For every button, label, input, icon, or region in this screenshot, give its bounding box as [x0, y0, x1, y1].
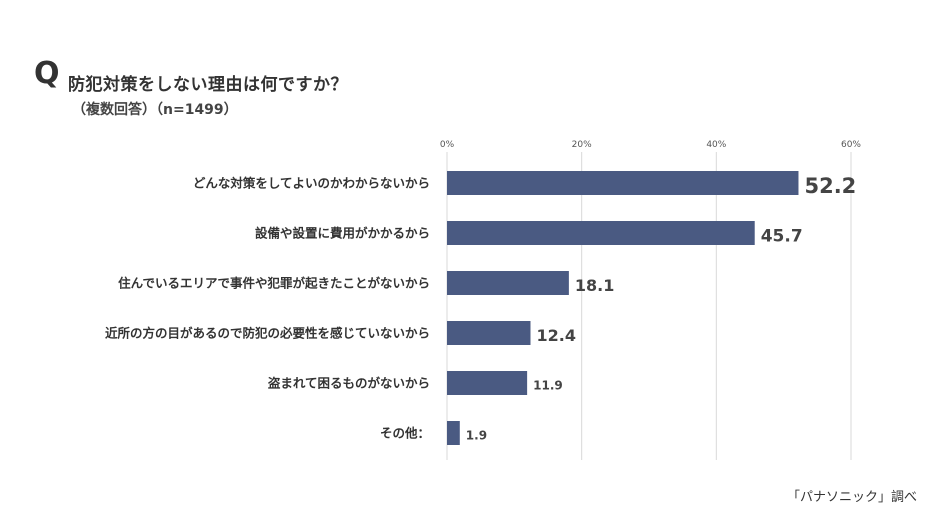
chart-title: 防犯対策をしない理由は何ですか？: [68, 75, 348, 95]
source-note: 「パナソニック」調べ: [786, 490, 917, 505]
x-tick-label: 40%: [706, 140, 726, 150]
chart-subtitle: （複数回答）（n=1499）: [72, 102, 238, 118]
bar: [447, 421, 460, 445]
bar: [447, 171, 799, 195]
value-label: 18.1: [575, 276, 614, 295]
category-label: 近所の方の目があるので防犯の必要性を感じていないから: [105, 326, 430, 341]
category-label: その他：: [380, 426, 430, 441]
grid-layer: [446, 152, 852, 460]
label-layer: どんな対策をしてよいのかわからないから 52.2 設備や設置に費用がかかるから 45.…: [105, 174, 856, 443]
category-label: 設備や設置に費用がかかるから: [255, 226, 430, 241]
value-label: 12.4: [536, 326, 575, 345]
category-label: 盗まれて困るものがないから: [268, 376, 430, 391]
bar: [447, 221, 755, 245]
bar: [447, 371, 528, 395]
category-label: 住んでいるエリアで事件や犯罪が起きたことがないから: [118, 276, 430, 291]
bar-layer: [447, 171, 799, 445]
x-tick-label: 60%: [841, 140, 861, 150]
value-label: 52.2: [804, 174, 856, 198]
tick-layer: 0% 20% 40% 60%: [440, 140, 862, 150]
value-label: 45.7: [761, 226, 803, 246]
x-tick-label: 0%: [440, 140, 455, 150]
value-label: 1.9: [466, 429, 487, 443]
bar: [447, 321, 531, 345]
question-mark-label: Q: [34, 56, 60, 91]
x-tick-label: 20%: [572, 140, 592, 150]
category-label: どんな対策をしてよいのかわからないから: [193, 176, 430, 191]
value-label: 11.9: [533, 379, 563, 393]
bar: [447, 271, 569, 295]
